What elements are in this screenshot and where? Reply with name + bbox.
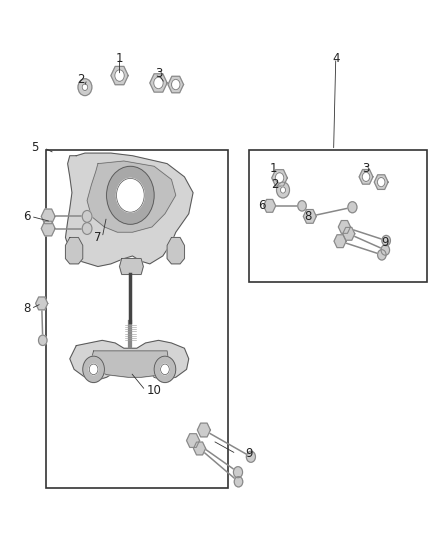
Circle shape [89,364,98,375]
Polygon shape [343,228,355,240]
Polygon shape [168,76,184,93]
Circle shape [381,245,389,255]
Text: 2: 2 [272,178,279,191]
Text: 1: 1 [116,52,123,64]
Circle shape [115,70,124,82]
Text: 9: 9 [382,236,389,249]
Polygon shape [264,199,276,212]
Text: 10: 10 [147,384,162,397]
Bar [46,150,228,488]
Text: 7: 7 [94,231,102,244]
Circle shape [348,201,357,213]
Polygon shape [334,235,346,247]
Polygon shape [89,351,169,377]
Polygon shape [111,67,128,85]
Polygon shape [150,74,167,92]
Circle shape [82,84,88,91]
Text: 4: 4 [332,52,339,64]
Polygon shape [272,169,287,186]
Polygon shape [374,175,388,189]
Circle shape [362,172,370,181]
Circle shape [83,356,104,383]
Circle shape [161,364,169,375]
Text: 5: 5 [32,141,39,155]
Polygon shape [338,221,350,233]
Circle shape [82,223,92,235]
Circle shape [233,467,243,478]
Circle shape [275,173,284,183]
Text: 1: 1 [269,163,277,175]
Circle shape [39,335,47,345]
Circle shape [154,356,176,383]
Text: 6: 6 [258,199,266,212]
Polygon shape [70,341,189,380]
Circle shape [106,166,154,224]
Text: 8: 8 [23,302,30,315]
Polygon shape [359,169,373,184]
Polygon shape [66,153,193,266]
Text: 2: 2 [77,73,85,86]
Bar [249,150,427,282]
Polygon shape [41,209,55,224]
Circle shape [78,79,92,95]
Circle shape [82,211,92,222]
Polygon shape [187,434,200,447]
Circle shape [382,236,390,246]
Text: 3: 3 [155,68,162,80]
Text: 8: 8 [304,210,311,223]
Polygon shape [120,259,143,274]
Polygon shape [41,221,55,236]
Circle shape [154,77,163,89]
Polygon shape [304,209,316,223]
Polygon shape [87,161,176,232]
Polygon shape [66,238,83,264]
Circle shape [234,477,243,487]
Polygon shape [198,423,210,437]
Circle shape [378,249,386,260]
Text: 9: 9 [246,447,253,460]
Text: 6: 6 [23,210,30,223]
Polygon shape [35,297,48,310]
Circle shape [378,177,385,187]
Circle shape [280,187,286,193]
Circle shape [276,182,290,198]
Circle shape [117,179,144,212]
Circle shape [298,201,306,211]
Polygon shape [167,238,184,264]
Polygon shape [194,442,205,455]
Circle shape [171,79,180,90]
Text: 3: 3 [362,163,370,175]
Circle shape [246,451,255,462]
